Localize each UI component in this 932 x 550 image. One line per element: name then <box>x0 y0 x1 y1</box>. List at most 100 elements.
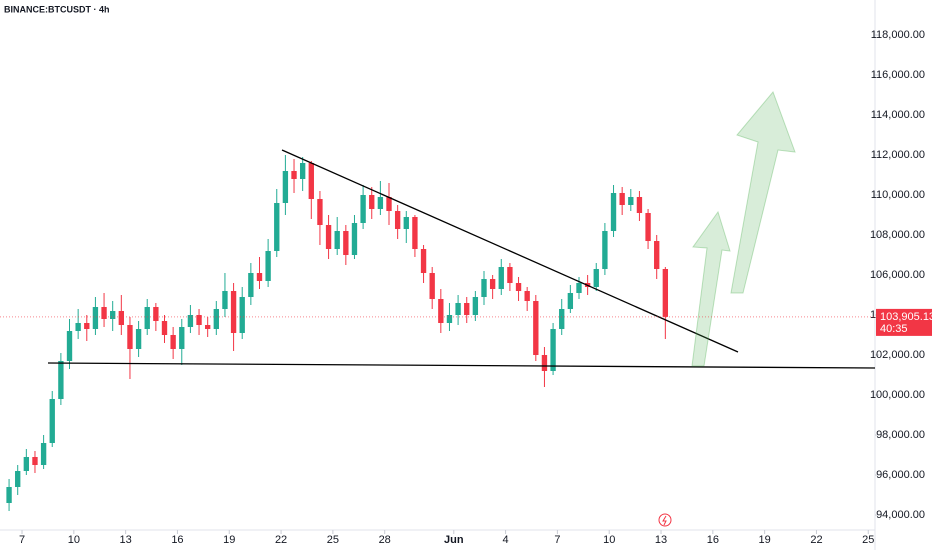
candle-body <box>464 303 470 315</box>
x-tick-label: 7 <box>554 534 560 546</box>
candle-body <box>230 291 237 333</box>
y-tick-label: 100,000.00 <box>870 389 925 401</box>
candle-body <box>636 197 643 213</box>
candle-body <box>179 327 185 349</box>
candle-body <box>394 211 401 229</box>
x-tick-label: 4 <box>503 534 509 546</box>
candle-body <box>161 321 168 335</box>
candle-body <box>403 217 409 229</box>
x-tick-label: 13 <box>120 534 132 546</box>
candle-body <box>153 307 159 321</box>
x-tick-label: 16 <box>171 534 183 546</box>
candle-body <box>49 399 55 443</box>
event-icon[interactable] <box>658 513 672 527</box>
candle-body <box>628 197 634 205</box>
x-tick-label: 28 <box>379 534 391 546</box>
candle-body <box>32 457 38 465</box>
candle-body <box>110 311 116 319</box>
x-tick-label: 19 <box>223 534 235 546</box>
y-tick-label: 94,000.00 <box>876 509 925 521</box>
candle-body <box>515 283 522 291</box>
candle-body <box>412 217 418 249</box>
candle-body <box>204 325 211 329</box>
last-price-box <box>876 308 932 336</box>
candle-body <box>187 315 194 327</box>
candle-body <box>429 273 435 299</box>
candle-body <box>317 199 323 225</box>
candle-body <box>222 291 228 309</box>
y-tick-label: 96,000.00 <box>876 469 925 481</box>
y-tick-label: 102,000.00 <box>870 349 925 361</box>
candle-body <box>438 299 444 323</box>
support-line <box>47 362 876 369</box>
candle-body <box>619 193 625 205</box>
x-tick-label: 19 <box>759 534 771 546</box>
candle-body <box>256 273 263 281</box>
candle-body <box>66 331 73 361</box>
candle-body <box>196 315 202 325</box>
x-tick-label: 10 <box>603 534 615 546</box>
candle-body <box>334 231 340 249</box>
candle-body <box>15 471 21 487</box>
x-tick-label: 10 <box>68 534 80 546</box>
candle-body <box>541 355 548 371</box>
candle-body <box>567 293 574 309</box>
candle-body <box>144 307 150 329</box>
candle-body <box>386 197 392 211</box>
y-tick-label: 112,000.00 <box>871 149 925 161</box>
candle-body <box>84 323 90 329</box>
candle-body <box>282 171 289 203</box>
event-icon-bolt <box>662 515 667 526</box>
candle-body <box>610 193 617 231</box>
y-tick-label: 98,000.00 <box>876 429 925 441</box>
x-tick-label: 25 <box>862 534 874 546</box>
x-tick-label: 22 <box>275 534 287 546</box>
candle-body <box>299 163 306 179</box>
candle-body <box>248 273 254 297</box>
candle-body <box>118 311 125 325</box>
x-tick-label: 16 <box>707 534 719 546</box>
candle-body <box>40 443 47 465</box>
last-price-label: 103,905.13 <box>880 311 932 323</box>
candle-body <box>662 269 669 317</box>
candle-body <box>645 213 651 241</box>
candle-body <box>446 315 453 323</box>
candle-body <box>308 163 314 199</box>
y-tick-label: 110,000.00 <box>871 189 925 201</box>
candle-body <box>58 361 64 399</box>
x-tick-label: 7 <box>19 534 25 546</box>
candle-body <box>6 487 12 503</box>
candle-body <box>559 309 565 329</box>
projection-arrow <box>730 91 796 294</box>
candle-body <box>351 223 358 255</box>
candle-body <box>602 231 608 269</box>
candle-body <box>101 307 107 319</box>
candle-body <box>481 279 487 297</box>
candle-body <box>489 279 496 289</box>
y-tick-label: 116,000.00 <box>871 69 925 81</box>
x-tick-label: 25 <box>327 534 339 546</box>
candle-body <box>127 325 133 349</box>
candle-body <box>274 203 280 251</box>
candle-body <box>377 197 384 209</box>
candle-body <box>170 335 176 349</box>
countdown-label: 40:35 <box>880 323 908 335</box>
candle-body <box>654 241 660 269</box>
projection-arrow <box>691 210 731 367</box>
candle-body <box>360 195 366 223</box>
candles <box>6 155 669 511</box>
candle-body <box>135 329 142 349</box>
candle-body <box>239 297 245 333</box>
candle-body <box>325 225 332 249</box>
x-tick-label: Jun <box>444 534 464 546</box>
candle-body <box>420 249 427 273</box>
candle-body <box>498 267 504 289</box>
candle-body <box>213 309 219 329</box>
candle-body <box>343 231 349 255</box>
candle-body <box>92 307 99 329</box>
candle-body <box>265 251 271 281</box>
candle-body <box>291 171 297 179</box>
candle-body <box>455 303 461 315</box>
candle-body <box>23 457 30 471</box>
